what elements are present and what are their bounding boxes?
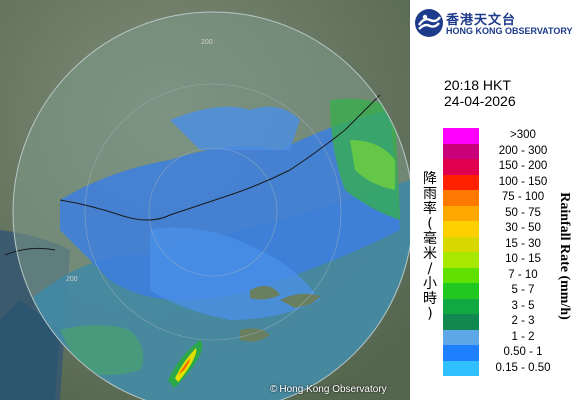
legend-title-chinese-char: 毫 — [423, 231, 437, 247]
legend-swatch — [443, 159, 479, 175]
legend-panel: 香港天文台 HONG KONG OBSERVATORY 20:18 HKT 24… — [410, 0, 577, 400]
radar-map: 200 200 © Hong Kong Observatory — [0, 0, 410, 400]
legend-title-chinese-char: 時 — [423, 291, 437, 307]
range-ring-inner — [148, 147, 278, 277]
legend-swatch — [443, 205, 479, 221]
hko-emblem-icon — [415, 9, 443, 37]
copyright-notice: © Hong Kong Observatory — [270, 384, 387, 395]
coastline-west — [4, 247, 56, 256]
legend-title-chinese-char: 降 — [423, 171, 437, 187]
legend-swatch — [443, 143, 479, 159]
legend-label: 1 - 2 — [511, 330, 535, 343]
range-ring-outer — [84, 83, 342, 341]
island-3 — [250, 286, 280, 300]
legend-label: 200 - 300 — [498, 144, 548, 157]
rain-cell-peak — [178, 358, 190, 375]
legend-swatch — [443, 128, 479, 144]
rain-echo-south — [150, 227, 320, 320]
legend-label: 3 - 5 — [511, 299, 535, 312]
legend-title-chinese-char: 小 — [423, 276, 437, 292]
range-ring-label: 200 — [201, 39, 213, 46]
legend-swatch — [443, 221, 479, 237]
logo-english-name: HONG KONG OBSERVATORY — [446, 26, 573, 36]
observation-time: 20:18 HKT — [444, 77, 511, 93]
radar-range-edge — [12, 11, 410, 400]
legend-label: 30 - 50 — [505, 222, 541, 234]
legend-swatch — [443, 252, 479, 268]
legend-label: 150 - 200 — [498, 160, 548, 172]
hko-logo[interactable]: 香港天文台 HONG KONG OBSERVATORY — [414, 8, 574, 40]
legend-swatch — [443, 298, 479, 314]
legend-title-chinese: 降雨率(毫米 / 小時) — [420, 172, 440, 322]
coastline — [59, 94, 381, 221]
legend-swatch — [443, 360, 479, 376]
legend-title-chinese-char: 米 — [423, 246, 437, 262]
legend-swatch — [443, 236, 479, 252]
legend-label: 10 - 15 — [505, 253, 541, 265]
outer-sea-south — [0, 300, 60, 400]
legend-label: 75 - 100 — [501, 191, 545, 203]
legend-title-chinese-char: 率 — [423, 201, 437, 217]
radar-map-image: 200 200 — [0, 0, 410, 400]
logo-chinese-name: 香港天文台 — [446, 13, 517, 28]
legend-label: 7 - 10 — [508, 268, 538, 281]
legend-swatch — [443, 345, 479, 361]
legend-label: 0.15 - 0.50 — [495, 361, 551, 374]
rain-echo-east-core — [350, 140, 395, 190]
legend-title-chinese-char: ( — [427, 216, 433, 232]
legend-label: 5 - 7 — [511, 284, 535, 296]
rain-echo-main — [60, 110, 400, 300]
copyright-text: Hong Kong Observatory — [279, 384, 387, 395]
legend-swatch — [443, 329, 479, 345]
legend-label: 2 - 3 — [511, 315, 535, 327]
legend-label: >300 — [510, 129, 536, 141]
legend-label: 100 - 150 — [498, 175, 548, 188]
legend-title-chinese-char: / — [427, 261, 433, 277]
legend-label: 0.50 - 1 — [503, 346, 543, 358]
legend-swatch — [443, 283, 479, 299]
island-1 — [280, 293, 320, 308]
observation-date: 24-04-2026 — [444, 93, 516, 109]
legend-label: 15 - 30 — [505, 237, 541, 250]
island-2 — [240, 328, 270, 342]
legend-swatch — [443, 267, 479, 283]
legend-swatch — [443, 174, 479, 190]
legend-label: 50 - 75 — [505, 206, 541, 219]
legend-swatch — [443, 314, 479, 330]
legend-title-chinese-char: 雨 — [423, 186, 437, 202]
legend-swatch — [443, 190, 479, 206]
rain-echo-north — [170, 106, 300, 150]
range-ring-label: 200 — [66, 276, 78, 283]
legend-title-chinese-char: ) — [427, 306, 433, 322]
